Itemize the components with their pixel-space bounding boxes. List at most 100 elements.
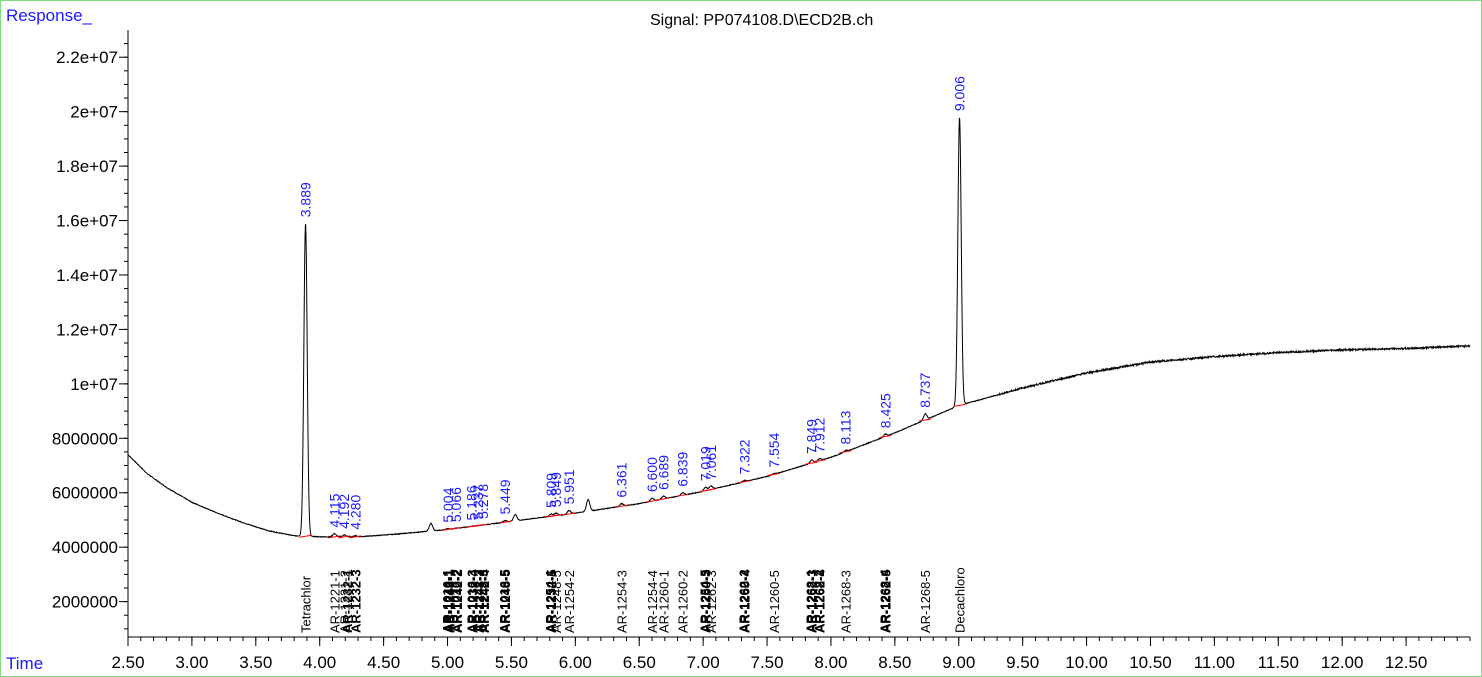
x-tick-label: 8.50 [878,653,911,672]
peak-label: 5.278 [475,484,491,519]
x-tick-label: 7.00 [687,653,720,672]
y-tick-label: 1.4e+07 [56,266,118,285]
peak-label: 8.737 [917,373,933,408]
compound-label: AR-1262-3 [704,570,719,633]
compound-label: AR-1016-5 [497,569,512,633]
peak-label: 5.186 [463,485,479,520]
x-tick-label: 11.00 [1194,653,1235,672]
peak-label: 5.066 [448,487,464,522]
y-tick-label: 2e+07 [70,103,118,122]
baseline-marker [879,435,892,439]
baseline-marker [919,418,932,422]
compound-label: AR-1254-4 [645,570,660,633]
x-tick-label: 11.50 [1258,653,1299,672]
baseline-marker [645,499,659,503]
x-tick-label: 10.50 [1129,653,1172,672]
compound-label: AR-1248-5 [549,570,564,633]
x-tick-label: 9.50 [1006,653,1039,672]
chart-title: Signal: PP074108.D\ECD2B.ch [650,12,874,29]
baseline-marker [562,512,576,516]
x-tick-label: 10.00 [1065,653,1108,672]
y-tick-label: 2.2e+07 [56,48,118,67]
peak-label: 4.280 [348,494,364,529]
baseline-marker [839,450,852,454]
baseline-marker [449,526,463,530]
peak-label: 5.809 [543,473,559,508]
x-tick-label: 9.00 [942,653,975,672]
peak-label: 8.425 [877,393,893,428]
y-tick-label: 2000000 [52,593,118,612]
x-tick-label: 4.50 [367,653,400,672]
peak-label: 7.554 [766,432,782,467]
compound-label: Tetrachlor [299,575,314,633]
x-tick-label: 6.00 [559,653,592,672]
baseline-marker [676,493,689,497]
peak-label: 7.061 [703,445,719,480]
baseline-marker [657,497,670,501]
baseline-marker [615,504,628,508]
compound-label: Decachloro [953,567,968,633]
peak-label: 7.912 [812,417,828,452]
baseline-marker [704,488,718,492]
compound-label: AR-1254-3 [614,570,629,633]
compound-label: AR-1232-1 [340,569,355,633]
compound-label: AR-1248-5 [498,569,513,633]
baseline-marker [349,535,362,539]
peak-label: 7.849 [804,419,820,454]
baseline-marker [805,461,818,465]
compound-label: AR-1254-5 [697,569,712,633]
peak-label: 7.019 [698,446,714,481]
peak-label: 5.849 [548,472,564,507]
compound-label: AR-1248-2 [472,569,487,633]
compound-label: AR-1260-2 [676,570,691,633]
compound-label: AR-1248-1 [442,569,457,633]
compound-label: AR-1242-2 [450,569,465,633]
compound-label: AR-1262-2 [736,569,751,633]
baseline-marker [767,472,781,476]
peak-label: 6.839 [675,451,691,486]
compound-label: AR-1268-2 [812,569,827,633]
y-tick-label: 4000000 [52,538,118,557]
x-tick-label: 12.00 [1321,653,1364,672]
x-tick-label: 7.50 [751,653,784,672]
compound-label: AR-1262-4 [813,569,828,633]
peak-label: 5.951 [561,469,577,504]
x-tick-label: 3.00 [175,653,208,672]
peak-label: 3.889 [298,182,314,217]
compound-label: AR-1248-3 [476,569,491,633]
y-tick-label: 6000000 [52,484,118,503]
x-tick-label: 3.50 [239,653,272,672]
baseline-marker [498,520,511,524]
baseline-marker [549,514,563,518]
compound-label: AR-1268-5 [918,570,933,633]
compound-label: AR-1254-2 [562,570,577,633]
x-tick-label: 5.50 [495,653,528,672]
baseline-marker [299,534,312,538]
compound-label: AR-1242-1 [441,569,456,633]
peak-label: 6.600 [644,457,660,492]
peak-label: 6.361 [613,462,629,497]
y-tick-label: 1.6e+07 [56,212,118,231]
compound-label: AR-1260-5 [767,570,782,633]
compound-label: AR-1221-2 [337,570,352,633]
compound-label: AR-1232-3 [349,569,364,633]
compound-label: AR-1232-5 [544,569,559,633]
y-tick-label: 1e+07 [70,375,118,394]
compound-label: AR-1232-4 [465,569,480,633]
baseline-marker [813,459,826,463]
peak-label: 8.113 [837,410,853,444]
compound-label: AR-1242-3 [471,569,486,633]
y-axis-label: Response_ [6,6,93,25]
compound-label: AR-1262-5 [878,569,893,633]
x-axis-label: Time [6,654,44,673]
peak-label: 7.322 [736,439,752,474]
baseline-marker [476,523,490,527]
compound-label: AR-1016-3 [464,569,479,633]
x-tick-label: 6.50 [623,653,656,672]
compound-label: AR-1268-4 [877,569,892,633]
compound-label: AR-1016-2 [449,569,464,633]
peak-label: 4.192 [336,494,352,529]
compound-label: AR-1254-1 [543,569,558,633]
peak-label: 6.689 [655,455,671,490]
